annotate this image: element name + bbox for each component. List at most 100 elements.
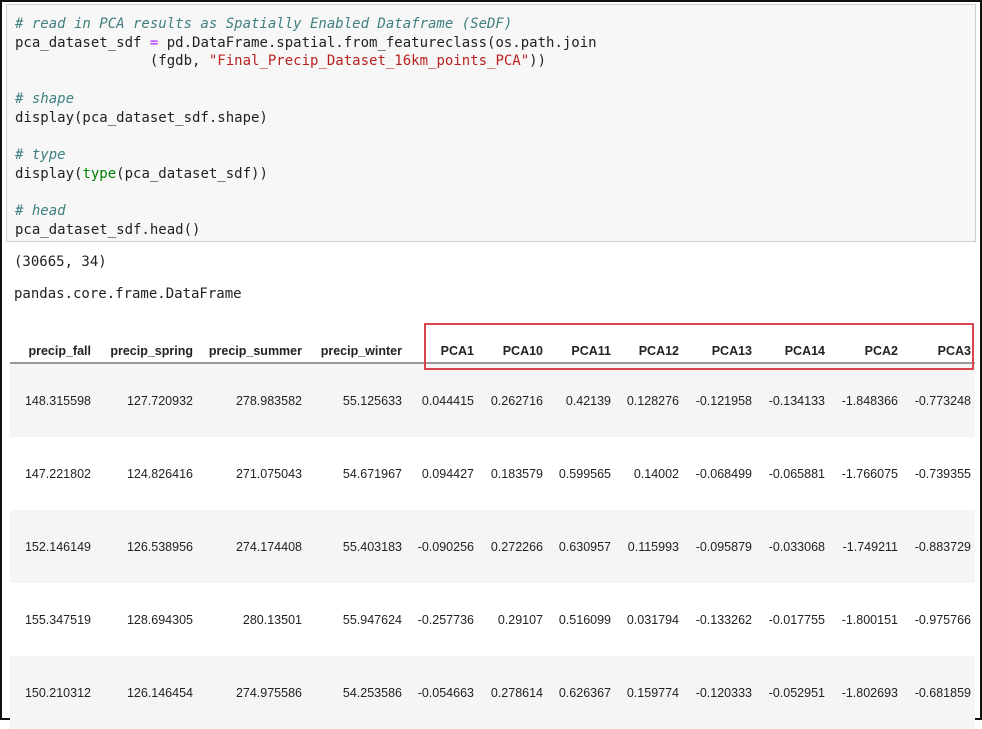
code-comment: # shape bbox=[15, 90, 75, 107]
column-header-precip_summer: precip_summer bbox=[197, 326, 306, 364]
table-cell: -0.017755 bbox=[768, 612, 825, 627]
code-text: (fgdb, bbox=[15, 53, 209, 70]
table-cell: 0.262716 bbox=[490, 393, 543, 408]
table-cell: -0.052951 bbox=[768, 685, 825, 700]
table-cell: -0.090256 bbox=[417, 539, 474, 554]
column-header-pca3: PCA3 bbox=[902, 326, 975, 364]
column-header-pca13: PCA13 bbox=[683, 326, 756, 364]
table-cell: 0.516099 bbox=[558, 612, 611, 627]
table-cell: -0.133262 bbox=[695, 612, 752, 627]
code-text: )) bbox=[529, 53, 547, 70]
code-builtin: type bbox=[82, 165, 117, 182]
table-cell: -0.739355 bbox=[914, 466, 971, 481]
table-row: 148.315598 127.720932 278.983582 55.125633 0… bbox=[10, 363, 975, 437]
code-line: # type bbox=[15, 146, 597, 165]
table-cell: 147.221802 bbox=[24, 466, 91, 481]
output-type: pandas.core.frame.DataFrame bbox=[14, 286, 242, 302]
code-line: display(pca_dataset_sdf.shape) bbox=[15, 109, 597, 128]
code-line: pca_dataset_sdf.head() bbox=[15, 221, 597, 240]
code-comment: # head bbox=[15, 203, 66, 220]
table-cell: -0.033068 bbox=[768, 539, 825, 554]
code-editor[interactable]: # read in PCA results as Spatially Enabl… bbox=[15, 15, 597, 239]
table-cell: 278.983582 bbox=[235, 393, 302, 408]
code-line bbox=[15, 183, 597, 202]
table-cell: -0.257736 bbox=[417, 612, 474, 627]
table-cell: 54.671967 bbox=[342, 466, 402, 481]
dataframe-table: precip_fall precip_spring precip_summer pre… bbox=[10, 326, 975, 729]
table-cell: -1.749211 bbox=[842, 539, 898, 554]
table-cell: -1.766075 bbox=[841, 466, 898, 481]
table-cell: -0.095879 bbox=[695, 539, 752, 554]
table-cell: 55.947624 bbox=[342, 612, 402, 627]
column-header-pca12: PCA12 bbox=[615, 326, 683, 364]
table-cell: 0.094427 bbox=[421, 466, 474, 481]
table-cell: 155.347519 bbox=[24, 612, 91, 627]
table-cell: -0.120333 bbox=[695, 685, 752, 700]
table-row: 147.221802 124.826416 271.075043 54.671967 0… bbox=[10, 437, 975, 510]
code-text: (pca_dataset_sdf)) bbox=[116, 165, 268, 182]
table-cell: 152.146149 bbox=[24, 539, 91, 554]
table-cell: 0.14002 bbox=[633, 466, 679, 481]
table-cell: -0.054663 bbox=[417, 685, 474, 700]
table-cell: 0.044415 bbox=[421, 393, 474, 408]
table-cell: 150.210312 bbox=[24, 685, 91, 700]
table-cell: -0.134133 bbox=[768, 393, 825, 408]
code-line bbox=[15, 127, 597, 146]
table-cell: 0.183579 bbox=[490, 466, 543, 481]
column-header-precip_winter: precip_winter bbox=[306, 326, 406, 364]
table-cell: -0.121958 bbox=[695, 393, 752, 408]
table-cell: 0.031794 bbox=[626, 612, 679, 627]
code-operator: = bbox=[149, 34, 159, 51]
table-row: 150.210312 126.146454 274.975586 54.253586-… bbox=[10, 656, 975, 729]
table-cell: 126.538956 bbox=[126, 539, 193, 554]
code-text: display(pca_dataset_sdf.shape) bbox=[15, 109, 268, 126]
table-cell: 128.694305 bbox=[126, 612, 193, 627]
table-row: 152.146149 126.538956 274.174408 55.403183-… bbox=[10, 510, 975, 583]
column-header-pca10: PCA10 bbox=[478, 326, 547, 364]
table-cell: 0.159774 bbox=[626, 685, 679, 700]
table-cell: 0.29107 bbox=[497, 612, 543, 627]
code-line: pca_dataset_sdf = pd.DataFrame.spatial.f… bbox=[15, 34, 597, 53]
code-line: display(type(pca_dataset_sdf)) bbox=[15, 165, 597, 184]
code-text: pca_dataset_sdf.head() bbox=[15, 221, 201, 238]
table-cell: 280.13501 bbox=[242, 612, 302, 627]
table-cell: 271.075043 bbox=[235, 466, 302, 481]
table-cell: 274.174408 bbox=[235, 539, 302, 554]
output-shape: (30665, 34) bbox=[14, 254, 107, 270]
table-cell: 0.115993 bbox=[627, 539, 679, 554]
column-header-precip_spring: precip_spring bbox=[95, 326, 197, 364]
table-cell: -0.773248 bbox=[914, 393, 971, 408]
code-text: pca_dataset_sdf bbox=[15, 34, 150, 51]
column-header-precip_fall: precip_fall bbox=[10, 326, 95, 364]
code-line: # read in PCA results as Spatially Enabl… bbox=[15, 15, 597, 34]
table-cell: -0.883729 bbox=[914, 539, 971, 554]
code-line: # shape bbox=[15, 90, 597, 109]
code-cell[interactable]: # read in PCA results as Spatially Enabl… bbox=[6, 4, 976, 242]
table-cell: 127.720932 bbox=[126, 393, 193, 408]
column-header-pca1: PCA1 bbox=[406, 326, 478, 364]
table-cell: -1.802693 bbox=[841, 685, 898, 700]
table-cell: 0.128276 bbox=[626, 393, 679, 408]
code-line: # head bbox=[15, 202, 597, 221]
table-cell: 148.315598 bbox=[24, 393, 91, 408]
code-string: "Final_Precip_Dataset_16km_points_PCA" bbox=[208, 53, 530, 70]
table-row: 155.347519 128.694305 280.13501 55.947624 -0… bbox=[10, 583, 975, 656]
table-cell: 0.626367 bbox=[558, 685, 611, 700]
code-line: (fgdb, "Final_Precip_Dataset_16km_points… bbox=[15, 52, 597, 71]
code-text: display( bbox=[15, 165, 83, 182]
column-header-pca2: PCA2 bbox=[829, 326, 902, 364]
table-cell: 0.42139 bbox=[565, 393, 611, 408]
table-cell: -0.681859 bbox=[914, 685, 971, 700]
column-header-pca11: PCA11 bbox=[547, 326, 615, 364]
table-cell: 55.125633 bbox=[342, 393, 402, 408]
table-header-row: precip_fall precip_spring precip_summer pre… bbox=[10, 326, 975, 364]
table-cell: -1.848366 bbox=[841, 393, 898, 408]
code-text: pd.DataFrame.spatial.from_featureclass(o… bbox=[158, 34, 597, 51]
code-comment: # read in PCA results as Spatially Enabl… bbox=[15, 16, 513, 32]
table-cell: 0.278614 bbox=[490, 685, 543, 700]
table-cell: -0.975766 bbox=[914, 612, 971, 627]
table-cell: 274.975586 bbox=[235, 685, 302, 700]
table-cell: 126.146454 bbox=[126, 685, 193, 700]
table-cell: 124.826416 bbox=[126, 466, 193, 481]
